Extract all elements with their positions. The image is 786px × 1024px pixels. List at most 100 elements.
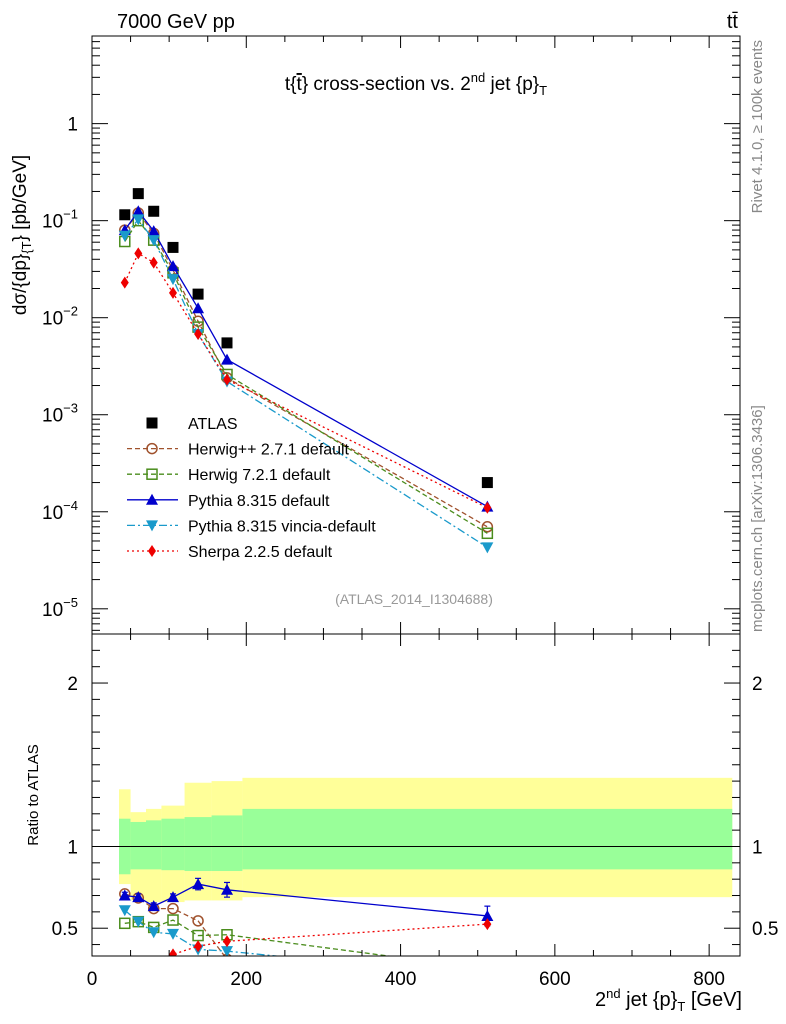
legend-marker-herwig7 xyxy=(146,468,158,480)
ratio-tick-label-right: 0.5 xyxy=(752,919,778,940)
ratio-line-herwig7 xyxy=(124,919,394,956)
y-tick-label: 10−1 xyxy=(42,207,78,233)
analysis-tag: (ATLAS_2014_I1304688) xyxy=(335,591,493,607)
ratio-y-axis-label: Ratio to ATLAS xyxy=(25,744,42,845)
point-vincia xyxy=(481,542,494,554)
point-atlas xyxy=(148,205,160,217)
ratio-point-sherpa xyxy=(194,940,203,953)
ratio-plot-frame xyxy=(91,633,741,957)
point-atlas xyxy=(167,241,179,253)
point-pythia xyxy=(132,205,145,217)
ratio-series-layer xyxy=(118,877,494,983)
header-right: tt̄ xyxy=(727,11,739,33)
point-sherpa xyxy=(223,373,231,386)
ratio-point-herwig7 xyxy=(119,917,131,930)
ratio-point-pythia xyxy=(132,891,145,903)
point-sherpa xyxy=(120,276,129,289)
point-atlas xyxy=(481,477,493,489)
point-vincia xyxy=(147,235,160,247)
point-pythia xyxy=(147,225,160,237)
y-tick-label: 10−2 xyxy=(42,304,78,330)
ratio-tick-label-right: 2 xyxy=(752,674,763,695)
series-line-herwig7 xyxy=(124,219,488,534)
ratio-point-herwig7 xyxy=(482,964,492,974)
ratio-line-sherpa xyxy=(167,923,488,956)
point-atlas xyxy=(192,288,204,300)
y-tick-label: 10−4 xyxy=(42,498,78,524)
ratio-tick-label: 1 xyxy=(67,837,78,858)
ratio-point-sherpa xyxy=(134,965,142,977)
point-vincia xyxy=(167,274,179,286)
point-pythia xyxy=(221,353,233,365)
x-axis-label: 2nd jet {p}T [GeV] xyxy=(595,986,742,1014)
ratio-point-pythia xyxy=(147,900,160,912)
band-inner xyxy=(146,820,162,870)
x-tick-label: 200 xyxy=(230,969,262,990)
x-tick-label: 400 xyxy=(385,969,417,990)
ratio-point-vincia xyxy=(118,905,131,917)
main-series-layer xyxy=(118,188,494,554)
ratio-point-herwigpppp xyxy=(167,902,179,915)
ratio-point-herwigpppp xyxy=(192,915,204,927)
band-inner xyxy=(130,821,146,870)
legend-label-sherpa: Sherpa 2.2.5 default xyxy=(188,544,333,561)
point-vincia xyxy=(132,214,145,226)
legend-label-pythia: Pythia 8.315 default xyxy=(188,493,330,510)
series-line-pythia xyxy=(124,210,488,508)
ratio-point-vincia xyxy=(221,946,233,956)
x-tick-label: 600 xyxy=(539,969,571,990)
ratio-point-pythia xyxy=(192,878,205,890)
point-atlas xyxy=(221,337,233,349)
ratio-point-vincia xyxy=(132,916,145,928)
legend-marker-herwigpppp xyxy=(146,442,158,455)
legend-label-herwigpppp: Herwig++ 2.7.1 default xyxy=(188,442,350,459)
y-tick-label: 10−3 xyxy=(42,401,78,427)
legend-label-atlas: ATLAS xyxy=(188,416,238,433)
x-tick-label: 0 xyxy=(87,969,98,990)
y-tick-label: 1 xyxy=(67,115,78,136)
y-axis-label: dσ/{dp}{T} [pb/GeV] xyxy=(10,155,34,315)
ratio-tick-label: 2 xyxy=(67,674,78,695)
point-sherpa xyxy=(169,286,177,299)
header-left: 7000 GeV pp xyxy=(117,11,235,33)
ratio-tick-label-right: 1 xyxy=(752,837,763,858)
ratio-point-pythia xyxy=(221,883,233,895)
ratio-point-sherpa xyxy=(223,935,231,948)
y-tick-label: 10−5 xyxy=(42,595,78,621)
ratio-tick-label: 0.5 xyxy=(52,919,78,940)
ratio-point-sherpa xyxy=(121,971,129,983)
ratio-point-sherpa xyxy=(483,918,492,931)
ratio-point-vincia xyxy=(147,927,160,939)
band-inner xyxy=(211,815,243,872)
ratio-point-sherpa xyxy=(150,957,158,969)
ratio-point-pythia xyxy=(118,889,131,901)
legend-label-vincia: Pythia 8.315 vincia-default xyxy=(188,518,376,535)
legend-marker-vincia xyxy=(146,520,158,532)
ratio-point-sherpa xyxy=(169,948,177,956)
chart-title: t{t} cross-section vs. 2nd jet {p}T xyxy=(285,70,547,98)
legend-marker-atlas xyxy=(146,417,158,429)
legend-label-herwig7: Herwig 7.2.1 default xyxy=(188,467,331,484)
point-sherpa xyxy=(149,256,158,269)
point-pythia xyxy=(167,260,179,272)
point-atlas xyxy=(132,188,144,200)
ratio-line-vincia xyxy=(124,909,283,956)
point-pythia xyxy=(192,302,205,314)
ratio-point-vincia xyxy=(167,928,179,940)
legend: ATLAS Herwig++ 2.7.1 default Herwig 7.2.1 … xyxy=(127,416,376,561)
point-herwigpppp xyxy=(481,521,494,533)
point-atlas xyxy=(119,209,131,221)
point-vincia xyxy=(118,230,131,242)
x-tick-label: 800 xyxy=(693,969,725,990)
ratio-point-herwig7 xyxy=(167,914,179,926)
point-sherpa xyxy=(134,247,143,260)
band-inner xyxy=(242,808,733,870)
point-herwig7 xyxy=(481,527,494,540)
ratio-point-pythia xyxy=(167,891,179,903)
mcplots-label: mcplots.cern.ch [arXiv:1306.3436] xyxy=(749,405,766,632)
legend-marker-sherpa xyxy=(148,545,156,557)
ratio-point-pythia xyxy=(481,909,494,921)
point-sherpa xyxy=(483,501,492,514)
ratio-point-vincia xyxy=(481,972,493,983)
